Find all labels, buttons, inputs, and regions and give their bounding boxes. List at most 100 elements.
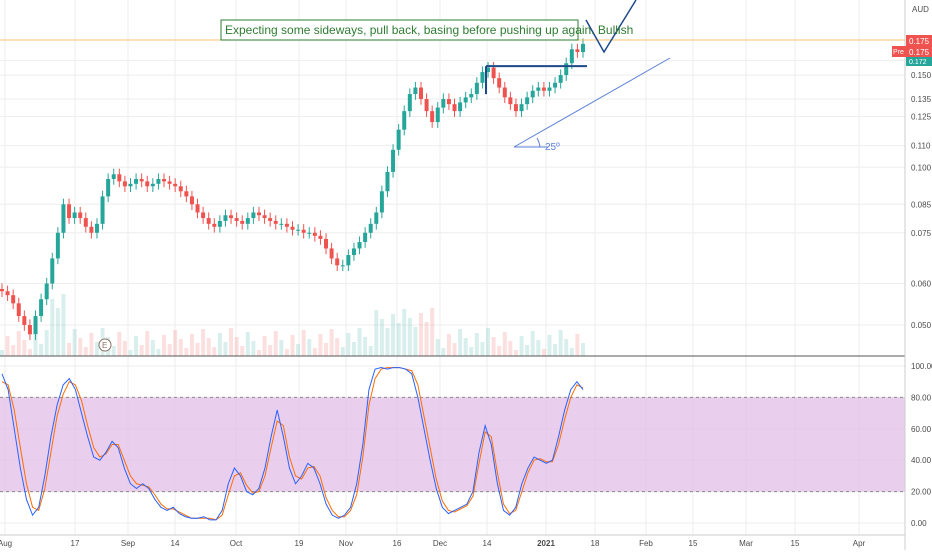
current-price-value: 0.175 bbox=[909, 37, 930, 46]
time-axis-label: Feb bbox=[639, 539, 653, 548]
candle-body bbox=[458, 102, 463, 112]
time-axis-label: 19 bbox=[295, 539, 304, 548]
volume-bar bbox=[525, 345, 530, 356]
candle-body bbox=[413, 87, 418, 95]
candle-body bbox=[240, 220, 245, 224]
volume-bar bbox=[156, 349, 161, 356]
volume-bar bbox=[0, 350, 4, 356]
candle-body bbox=[530, 90, 535, 98]
currency-label: AUD bbox=[912, 5, 929, 14]
candle-body bbox=[469, 94, 474, 98]
candle-body bbox=[251, 212, 256, 219]
projection-path[interactable] bbox=[585, 0, 637, 54]
volume-bar bbox=[111, 346, 116, 356]
volume-bar bbox=[122, 341, 127, 356]
stoch-tick-label: 20.00 bbox=[911, 488, 932, 497]
volume-bar bbox=[206, 338, 211, 356]
candle-body bbox=[351, 248, 356, 256]
volume-bar bbox=[273, 331, 278, 356]
volume-bar bbox=[368, 346, 373, 356]
earnings-marker-circle[interactable] bbox=[98, 338, 112, 352]
trend-line[interactable] bbox=[513, 57, 671, 148]
price-tick-label: 0.075 bbox=[911, 229, 932, 238]
candle-body bbox=[441, 99, 446, 108]
pre-tag-badge bbox=[892, 46, 906, 57]
volume-bar bbox=[296, 344, 301, 356]
volume-bar bbox=[61, 294, 66, 356]
volume-bar bbox=[513, 350, 518, 356]
candle-body bbox=[61, 204, 66, 233]
volume-bar bbox=[564, 339, 569, 356]
time-axis-label: Sep bbox=[121, 539, 136, 548]
candle-body bbox=[72, 212, 77, 219]
volume-bar bbox=[340, 347, 345, 356]
candle-body bbox=[486, 67, 491, 73]
volume-bar bbox=[279, 340, 284, 356]
stoch-tick-label: 100.00 bbox=[911, 362, 932, 371]
candle-body bbox=[497, 78, 502, 88]
volume-bar bbox=[201, 329, 206, 356]
volume-bar bbox=[435, 339, 440, 356]
volume-bar bbox=[407, 318, 412, 356]
candle-body bbox=[5, 291, 10, 296]
volume-bar bbox=[268, 345, 273, 356]
candle-body bbox=[513, 104, 518, 112]
volume-bar bbox=[234, 337, 239, 356]
candle-body bbox=[374, 212, 379, 224]
candle-body bbox=[0, 288, 4, 292]
earnings-marker-label: E bbox=[102, 341, 107, 350]
candle-body bbox=[402, 111, 407, 130]
stoch-tick-label: 80.00 bbox=[911, 393, 932, 402]
volume-bar bbox=[251, 341, 256, 356]
candle-body bbox=[307, 232, 312, 234]
time-axis-label: 2021 bbox=[537, 539, 555, 548]
candle-body bbox=[189, 196, 194, 205]
current-price-tag bbox=[906, 35, 932, 46]
candle-body bbox=[312, 232, 317, 236]
candle-body bbox=[173, 183, 178, 187]
candle-body bbox=[335, 258, 340, 266]
candle-body bbox=[379, 191, 384, 213]
price-tick-label: 0.050 bbox=[911, 321, 932, 330]
candle-body bbox=[44, 283, 49, 300]
candlesticks[interactable] bbox=[0, 38, 585, 341]
stoch-tick-label: 40.00 bbox=[911, 456, 932, 465]
volume-bar bbox=[256, 350, 261, 356]
time-axis-label: 14 bbox=[483, 539, 492, 548]
candle-body bbox=[508, 97, 513, 105]
candle-body bbox=[162, 178, 167, 182]
time-axis-labels[interactable]: Aug 17 Sep 14 Oct 19 Nov 16 Dec 14 2021 18 Feb 15 Mar 1… bbox=[0, 539, 866, 548]
volume-bar bbox=[139, 345, 144, 356]
volume-bar bbox=[446, 334, 451, 356]
annotation-box[interactable] bbox=[220, 19, 579, 41]
volume-bar bbox=[50, 299, 55, 356]
volume-bar bbox=[329, 329, 334, 356]
candle-body bbox=[446, 99, 451, 105]
candle-body bbox=[273, 220, 278, 224]
volume-bar bbox=[469, 347, 474, 356]
candle-body bbox=[564, 63, 569, 76]
volume-bar bbox=[189, 334, 194, 356]
volume-bar bbox=[441, 348, 446, 356]
volume-bar bbox=[357, 328, 362, 356]
candle-body bbox=[145, 181, 150, 187]
candle-body bbox=[39, 299, 44, 317]
time-axis-label: Mar bbox=[739, 539, 753, 548]
candle-body bbox=[301, 229, 306, 233]
volume-bar bbox=[33, 335, 38, 356]
volume-bar bbox=[27, 349, 32, 356]
volume-bar bbox=[402, 309, 407, 356]
candle-body bbox=[290, 226, 295, 230]
stoch-axis-ticks[interactable]: 100.00 80.00 60.00 40.00 20.00 0.00 bbox=[911, 362, 932, 528]
candle-body bbox=[234, 218, 239, 221]
volume-bar bbox=[290, 335, 295, 356]
candle-body bbox=[268, 218, 273, 221]
volume-bar bbox=[575, 334, 580, 356]
volume-bar bbox=[223, 342, 228, 356]
candle-body bbox=[83, 218, 88, 227]
candle-body bbox=[94, 223, 99, 233]
candle-body bbox=[256, 212, 261, 216]
candle-body bbox=[229, 215, 234, 219]
